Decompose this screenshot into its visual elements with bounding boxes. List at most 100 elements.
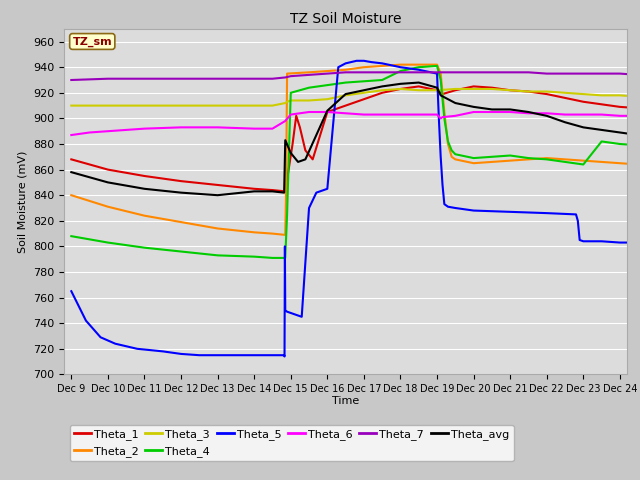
Theta_3 bbox=[634, 94, 640, 99]
Theta_avg bbox=[470, 104, 477, 110]
Theta_4 bbox=[305, 85, 313, 91]
Theta_avg bbox=[301, 156, 309, 162]
Theta_7 bbox=[342, 70, 349, 75]
Theta_7 bbox=[378, 70, 386, 75]
Theta_3 bbox=[177, 103, 185, 108]
Theta_5 bbox=[440, 201, 448, 207]
Theta_2 bbox=[579, 158, 587, 164]
Theta_1 bbox=[598, 101, 605, 107]
Theta_7 bbox=[451, 70, 459, 75]
Theta_avg bbox=[433, 85, 441, 91]
Theta_avg bbox=[342, 91, 349, 97]
Theta_7 bbox=[561, 71, 569, 76]
Theta_5 bbox=[415, 67, 422, 72]
Theta_6 bbox=[67, 132, 75, 138]
Theta_1 bbox=[506, 87, 514, 93]
Theta_3 bbox=[470, 86, 477, 92]
Theta_6 bbox=[579, 112, 587, 118]
Theta_7 bbox=[470, 70, 477, 75]
Theta_3 bbox=[250, 103, 258, 108]
Theta_6 bbox=[378, 112, 386, 118]
Theta_6 bbox=[634, 113, 640, 119]
Theta_4 bbox=[440, 116, 448, 121]
Theta_1 bbox=[470, 84, 477, 89]
Theta_5 bbox=[444, 204, 452, 210]
Theta_avg bbox=[177, 190, 185, 195]
Theta_5 bbox=[287, 310, 294, 316]
Theta_1 bbox=[104, 167, 112, 172]
Theta_avg bbox=[323, 108, 331, 114]
Theta_6 bbox=[360, 112, 368, 118]
Theta_avg bbox=[579, 124, 587, 130]
Theta_7 bbox=[287, 73, 294, 79]
Line: Theta_5: Theta_5 bbox=[71, 61, 638, 357]
Theta_2 bbox=[448, 154, 456, 160]
Theta_4 bbox=[67, 233, 75, 239]
Theta_4 bbox=[506, 153, 514, 158]
Theta_5 bbox=[335, 64, 342, 70]
Theta_5 bbox=[470, 208, 477, 214]
Theta_6 bbox=[437, 116, 445, 121]
Theta_avg bbox=[634, 132, 640, 138]
Theta_7 bbox=[177, 76, 185, 82]
Theta_2 bbox=[634, 162, 640, 168]
Theta_5 bbox=[82, 318, 90, 324]
Theta_4 bbox=[437, 77, 445, 83]
Y-axis label: Soil Moisture (mV): Soil Moisture (mV) bbox=[17, 150, 28, 253]
Theta_3 bbox=[323, 96, 331, 102]
Theta_5 bbox=[97, 335, 104, 340]
Theta_avg bbox=[543, 113, 550, 119]
Theta_1 bbox=[433, 87, 441, 93]
Theta_1 bbox=[289, 141, 296, 147]
Theta_2 bbox=[543, 155, 550, 161]
Theta_4 bbox=[598, 139, 605, 144]
Theta_2 bbox=[323, 68, 331, 74]
Theta_5 bbox=[435, 116, 443, 121]
Theta_2 bbox=[470, 160, 477, 166]
Theta_4 bbox=[177, 249, 185, 254]
Theta_6 bbox=[470, 109, 477, 115]
Theta_6 bbox=[282, 118, 289, 124]
Theta_7 bbox=[433, 70, 441, 75]
Theta_6 bbox=[122, 127, 130, 133]
Theta_2 bbox=[525, 156, 532, 162]
Theta_5 bbox=[294, 312, 302, 318]
Line: Theta_1: Theta_1 bbox=[71, 86, 638, 192]
Theta_1 bbox=[543, 91, 550, 97]
Theta_4 bbox=[470, 155, 477, 161]
Theta_avg bbox=[104, 180, 112, 185]
Theta_6 bbox=[177, 124, 185, 130]
Theta_6 bbox=[250, 126, 258, 132]
Theta_3 bbox=[506, 87, 514, 93]
Theta_7 bbox=[579, 71, 587, 76]
Theta_4 bbox=[282, 255, 289, 261]
Theta_6 bbox=[561, 112, 569, 118]
Theta_5 bbox=[437, 154, 445, 160]
Theta_4 bbox=[543, 156, 550, 162]
Theta_3 bbox=[104, 103, 112, 108]
Theta_7 bbox=[543, 71, 550, 76]
Theta_6 bbox=[86, 130, 93, 135]
Theta_5 bbox=[111, 341, 119, 347]
Theta_7 bbox=[616, 71, 624, 76]
Theta_1 bbox=[292, 113, 300, 119]
Theta_2 bbox=[444, 141, 452, 147]
Theta_5 bbox=[506, 209, 514, 215]
Theta_2 bbox=[141, 213, 148, 218]
Theta_7 bbox=[67, 77, 75, 83]
Theta_1 bbox=[214, 182, 221, 188]
Line: Theta_4: Theta_4 bbox=[71, 66, 638, 258]
Theta_5 bbox=[281, 354, 289, 360]
Theta_5 bbox=[576, 237, 584, 243]
Theta_3 bbox=[451, 86, 459, 92]
Theta_5 bbox=[543, 210, 550, 216]
Theta_avg bbox=[250, 189, 258, 194]
Theta_7 bbox=[525, 70, 532, 75]
Theta_3 bbox=[287, 97, 294, 103]
Theta_2 bbox=[67, 192, 75, 198]
Theta_3 bbox=[342, 93, 349, 98]
Theta_4 bbox=[438, 96, 446, 102]
Theta_7 bbox=[397, 70, 404, 75]
Theta_avg bbox=[525, 109, 532, 115]
Theta_4 bbox=[141, 245, 148, 251]
